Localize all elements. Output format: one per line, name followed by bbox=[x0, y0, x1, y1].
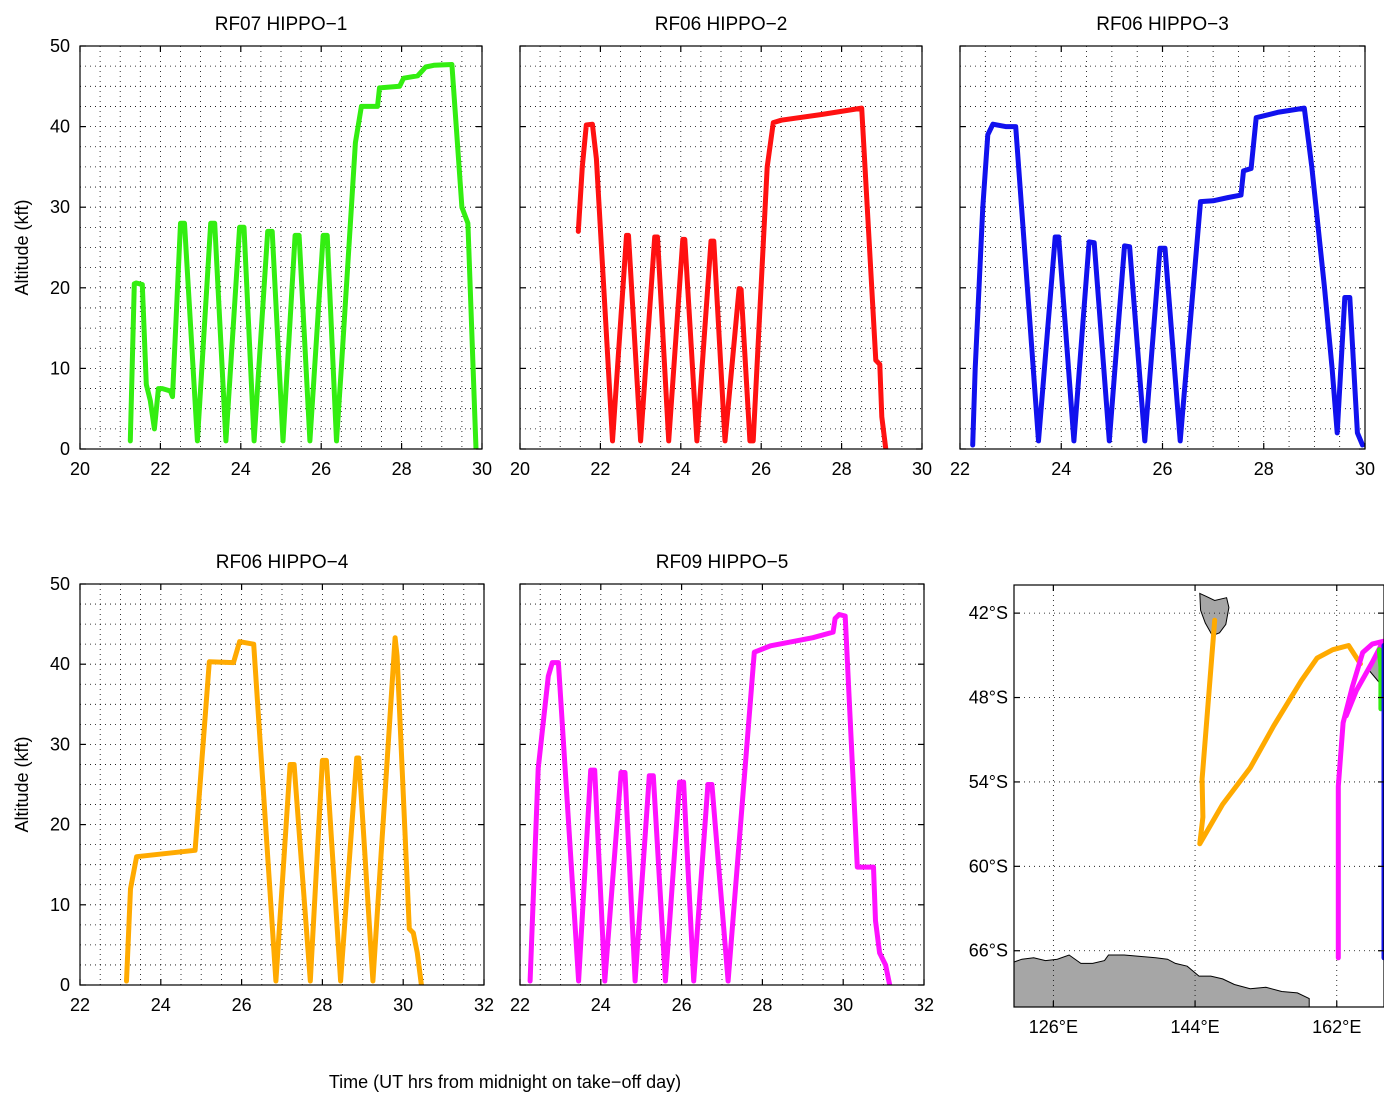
chart-title: RF07 HIPPO−1 bbox=[215, 14, 348, 35]
chart-panel-2: 20 22 24 26 28 30 RF06 HIPPO−2 bbox=[510, 14, 932, 479]
y-tick-label: 50 bbox=[50, 574, 70, 594]
chart-title: RF09 HIPPO−5 bbox=[656, 552, 789, 573]
y-tick-label: 60°S bbox=[969, 856, 1008, 876]
antarctica-landmass bbox=[1014, 954, 1310, 1007]
axes-frame bbox=[1013, 584, 1384, 1008]
y-tick-label: 0 bbox=[60, 975, 70, 995]
y-tick-label: 42°S bbox=[969, 603, 1008, 623]
x-tick-label: 28 bbox=[1254, 459, 1274, 479]
x-tick-label: 144°E bbox=[1170, 1017, 1219, 1037]
y-tick-label: 48°S bbox=[969, 688, 1008, 708]
chart-title: RF06 HIPPO−2 bbox=[655, 14, 788, 35]
x-tick-label: 20 bbox=[510, 459, 530, 479]
series-line-2-1 bbox=[575, 105, 889, 449]
x-tick-label: 20 bbox=[70, 459, 90, 479]
x-tick-label: 126°E bbox=[1029, 1017, 1078, 1037]
x-tick-label: 24 bbox=[1051, 459, 1071, 479]
x-tick-label: 28 bbox=[752, 995, 772, 1015]
x-tick-label: 30 bbox=[472, 459, 492, 479]
y-tick-label: 20 bbox=[50, 278, 70, 298]
x-tick-label: 32 bbox=[474, 995, 494, 1015]
x-tick-label: 30 bbox=[833, 995, 853, 1015]
series-line-6-3 bbox=[1376, 647, 1384, 712]
plot-area bbox=[1014, 585, 1384, 1007]
x-tick-label: 32 bbox=[914, 995, 934, 1015]
y-tick-label: 10 bbox=[50, 895, 70, 915]
y-tick-label: 66°S bbox=[969, 941, 1008, 961]
series-line-1-1 bbox=[127, 62, 479, 449]
series-line-6-1 bbox=[1197, 617, 1363, 847]
chart-panel-5: 22 24 26 28 30 32 RF09 HIPPO−5 bbox=[510, 552, 934, 1015]
y-tick-label: 30 bbox=[50, 734, 70, 754]
x-tick-label: 28 bbox=[832, 459, 852, 479]
axes-frame bbox=[79, 45, 483, 450]
series-line-4-1 bbox=[124, 635, 424, 985]
figure-x-axis-label: Time (UT hrs from midnight on take−off d… bbox=[329, 1072, 681, 1092]
chart-panel-4: 22 24 26 28 30 32 0 10 20 30 40 50 RF06 HIPPO−4 Altit… bbox=[12, 552, 494, 1015]
x-tick-label: 162°E bbox=[1312, 1017, 1361, 1037]
y-tick-label: 0 bbox=[60, 439, 70, 459]
y-axis-label: Altitude (kft) bbox=[12, 199, 32, 295]
x-tick-label: 28 bbox=[392, 459, 412, 479]
x-tick-label: 24 bbox=[671, 459, 691, 479]
x-tick-label: 22 bbox=[950, 459, 970, 479]
axes-frame bbox=[519, 45, 923, 450]
x-tick-label: 30 bbox=[393, 995, 413, 1015]
chart-title: RF06 HIPPO−3 bbox=[1096, 14, 1229, 35]
tasmania-landmass bbox=[1199, 592, 1230, 637]
x-tick-label: 26 bbox=[1152, 459, 1172, 479]
x-tick-label: 26 bbox=[672, 995, 692, 1015]
axes-frame bbox=[79, 583, 485, 986]
axes-frame bbox=[519, 583, 925, 986]
x-tick-label: 24 bbox=[151, 995, 171, 1015]
y-tick-label: 20 bbox=[50, 815, 70, 835]
x-tick-label: 24 bbox=[591, 995, 611, 1015]
chart-panel-3: 22 24 26 28 30 RF06 HIPPO−3 bbox=[950, 14, 1375, 479]
x-tick-label: 30 bbox=[1355, 459, 1375, 479]
series-line-6-2 bbox=[1335, 638, 1384, 961]
x-tick-label: 26 bbox=[311, 459, 331, 479]
x-tick-label: 24 bbox=[231, 459, 251, 479]
y-tick-label: 30 bbox=[50, 197, 70, 217]
y-tick-label: 40 bbox=[50, 117, 70, 137]
x-tick-label: 28 bbox=[312, 995, 332, 1015]
y-tick-label: 50 bbox=[50, 36, 70, 56]
y-tick-label: 40 bbox=[50, 654, 70, 674]
x-tick-label: 22 bbox=[590, 459, 610, 479]
series-line-3-1 bbox=[970, 105, 1365, 448]
x-tick-label: 22 bbox=[150, 459, 170, 479]
x-tick-label: 22 bbox=[70, 995, 90, 1015]
series-line-5-1 bbox=[527, 612, 893, 985]
chart-panel-6: 126°E 144°E 162°E 42°S 48°S 54°S 60°S 66°S bbox=[969, 584, 1384, 1037]
y-tick-label: 10 bbox=[50, 358, 70, 378]
y-axis-label: Altitude (kft) bbox=[12, 736, 32, 832]
x-tick-label: 26 bbox=[232, 995, 252, 1015]
chart-panel-1: 20 22 24 26 28 30 0 10 20 30 40 50 RF07 HIPPO−1 Altit… bbox=[12, 14, 492, 479]
chart-title: RF06 HIPPO−4 bbox=[216, 552, 349, 573]
x-tick-label: 26 bbox=[751, 459, 771, 479]
x-tick-label: 22 bbox=[510, 995, 530, 1015]
x-tick-label: 30 bbox=[912, 459, 932, 479]
y-tick-label: 54°S bbox=[969, 772, 1008, 792]
